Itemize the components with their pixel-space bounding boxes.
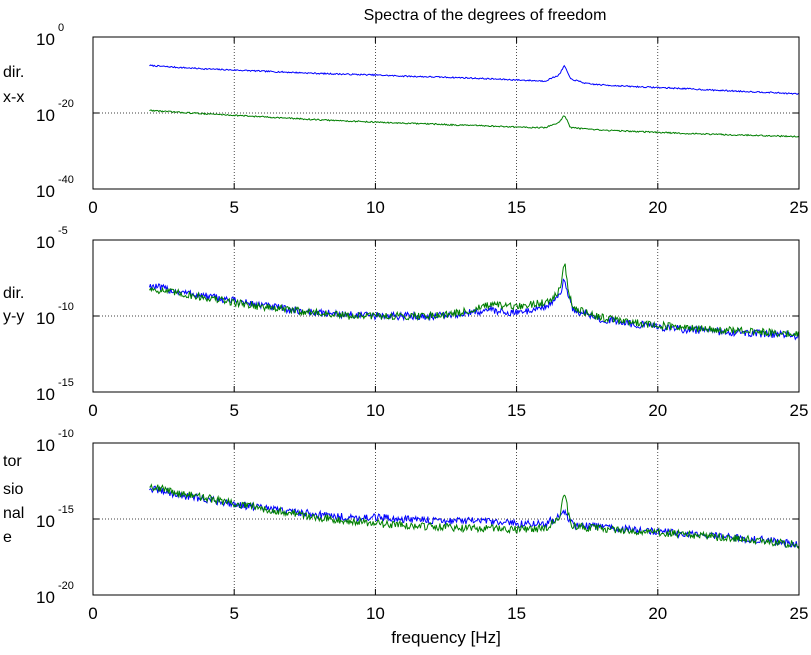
y-tick-label-base: 10 (36, 30, 55, 49)
y-tick-label-exponent: -40 (58, 174, 74, 186)
y-tick-label-base: 10 (36, 588, 55, 607)
x-tick-label: 5 (229, 401, 238, 420)
y-axis-label: sio (3, 481, 24, 498)
y-tick-label-exponent: -20 (58, 580, 74, 592)
x-tick-label: 0 (88, 198, 97, 217)
y-axis-label: y-y (3, 308, 24, 325)
y-tick-label-base: 10 (36, 309, 55, 328)
y-tick-label-base: 10 (36, 233, 55, 252)
figure-title: Spectra of the degrees of freedom (364, 7, 607, 24)
y-axis-label: x-x (3, 89, 24, 106)
y-tick-label-base: 10 (36, 436, 55, 455)
y-tick-label-exponent: -5 (58, 225, 68, 237)
series-line-1 (149, 485, 799, 549)
x-tick-label: 0 (88, 401, 97, 420)
y-tick-label-exponent: -20 (58, 98, 74, 110)
y-axis-label: tor (3, 453, 22, 470)
y-tick-label-exponent: 0 (58, 22, 64, 34)
x-tick-label: 25 (790, 198, 809, 217)
y-axis-label: nal (3, 505, 24, 522)
x-tick-label: 5 (229, 198, 238, 217)
x-tick-label: 5 (229, 604, 238, 623)
x-tick-label: 15 (507, 401, 526, 420)
x-tick-label: 0 (88, 604, 97, 623)
x-tick-label: 25 (790, 604, 809, 623)
x-tick-label: 20 (648, 604, 667, 623)
x-tick-label: 15 (507, 198, 526, 217)
x-tick-label: 15 (507, 604, 526, 623)
x-tick-label: 10 (366, 401, 385, 420)
x-tick-label: 10 (366, 198, 385, 217)
y-tick-label-base: 10 (36, 182, 55, 201)
y-axis-label: e (3, 529, 12, 546)
series-line-2 (149, 483, 799, 549)
x-tick-label: 20 (648, 198, 667, 217)
y-tick-label-base: 10 (36, 385, 55, 404)
y-tick-label-base: 10 (36, 512, 55, 531)
y-tick-label-exponent: -10 (58, 301, 74, 313)
x-axis-label: frequency [Hz] (391, 628, 501, 647)
series-line-1 (149, 64, 799, 95)
y-tick-label-exponent: -15 (58, 377, 74, 389)
series-line-2 (149, 263, 799, 338)
y-tick-label-exponent: -10 (58, 428, 74, 440)
x-tick-label: 20 (648, 401, 667, 420)
y-axis-label: dir. (3, 285, 24, 302)
y-axis-label: dir. (3, 64, 24, 81)
x-tick-label: 10 (366, 604, 385, 623)
y-tick-label-base: 10 (36, 106, 55, 125)
series-line-2 (149, 109, 799, 138)
y-tick-label-exponent: -15 (58, 504, 74, 516)
x-tick-label: 25 (790, 401, 809, 420)
